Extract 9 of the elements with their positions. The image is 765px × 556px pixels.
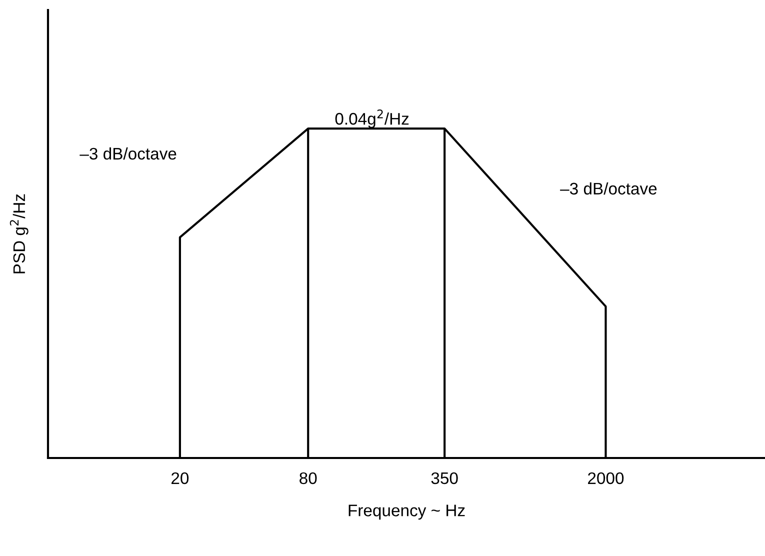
- y-axis-title: PSD g$^{2}$/Hz: [10, 194, 28, 274]
- annotation: –3 dB/octave: [560, 182, 657, 195]
- annotation: –3 dB/octave: [80, 147, 176, 160]
- text: 0.04g$^{2}$/Hz: [335, 110, 409, 128]
- x-tick-label: 80: [300, 472, 317, 484]
- x-tick-label: 2000: [588, 472, 624, 484]
- x-tick-label: 20: [172, 472, 189, 484]
- x-axis-title: Frequency ~ Hz: [348, 504, 465, 520]
- x-tick-label: 350: [431, 472, 458, 484]
